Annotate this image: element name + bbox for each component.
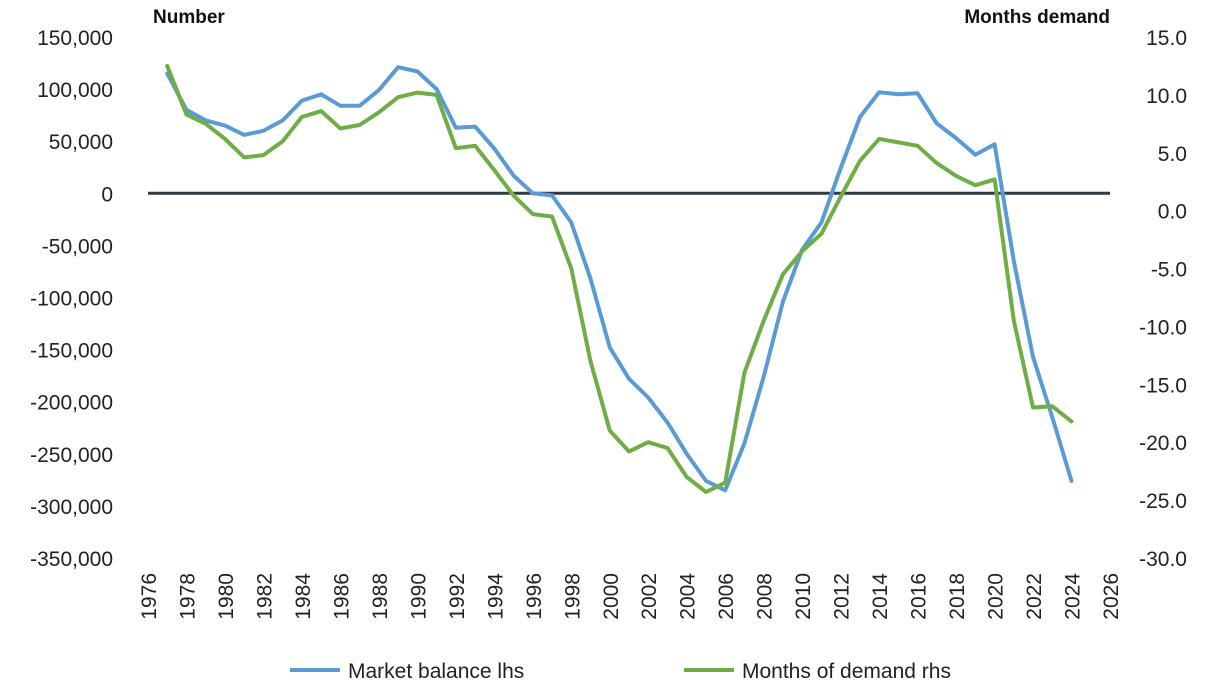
right-tick-label: -30.0 bbox=[1139, 548, 1187, 571]
left-tick-label: -100,000 bbox=[30, 288, 113, 311]
x-tick-label: 2010 bbox=[792, 573, 815, 620]
right-tick-label: 15.0 bbox=[1146, 27, 1187, 50]
x-tick-label: 2014 bbox=[869, 573, 892, 620]
x-tick-label: 1998 bbox=[561, 573, 584, 620]
x-tick-label: 2024 bbox=[1062, 573, 1085, 620]
right-axis-ticks: 15.0 10.0 5.0 0.0 -5.0 -10.0 -15.0 -20.0 -25.0 -3… bbox=[1139, 27, 1187, 571]
right-tick-label: 10.0 bbox=[1146, 85, 1187, 108]
left-tick-label: 100,000 bbox=[37, 79, 113, 102]
x-tick-label: 1984 bbox=[292, 573, 315, 620]
x-tick-label: 2004 bbox=[677, 573, 700, 620]
x-tick-label: 1996 bbox=[523, 573, 546, 620]
left-tick-label: -350,000 bbox=[30, 548, 113, 571]
x-tick-label: 1982 bbox=[253, 573, 276, 620]
x-tick-label: 1994 bbox=[484, 573, 507, 620]
x-tick-label: 1992 bbox=[446, 573, 469, 620]
left-tick-label: -300,000 bbox=[30, 496, 113, 519]
x-tick-label: 2012 bbox=[831, 573, 854, 620]
left-tick-label: -50,000 bbox=[42, 235, 113, 258]
x-axis-ticks: 1976 1978 1980 1982 1984 1986 1988 1990 1992 1994… bbox=[138, 573, 1123, 620]
left-tick-label: 50,000 bbox=[49, 131, 113, 154]
x-tick-label: 1980 bbox=[215, 573, 238, 620]
right-tick-label: -5.0 bbox=[1151, 259, 1187, 282]
x-tick-label: 2022 bbox=[1023, 573, 1046, 620]
right-tick-label: -25.0 bbox=[1139, 490, 1187, 513]
left-tick-label: -250,000 bbox=[30, 444, 113, 467]
x-tick-label: 1986 bbox=[330, 573, 353, 620]
right-tick-label: -15.0 bbox=[1139, 374, 1187, 397]
left-tick-label: -200,000 bbox=[30, 392, 113, 415]
x-tick-label: 2026 bbox=[1100, 573, 1123, 620]
left-axis-ticks: 150,000 100,000 50,000 0 -50,000 -100,000 -150… bbox=[30, 27, 113, 571]
x-tick-label: 1978 bbox=[176, 573, 199, 620]
right-axis-title: Months demand bbox=[964, 7, 1110, 28]
right-tick-label: -20.0 bbox=[1139, 432, 1187, 455]
x-tick-label: 1988 bbox=[369, 573, 392, 620]
x-tick-label: 2000 bbox=[600, 573, 623, 620]
series-lines bbox=[165, 63, 1074, 494]
left-axis-title: Number bbox=[153, 7, 225, 28]
x-tick-label: 2008 bbox=[754, 573, 777, 620]
x-tick-label: 2006 bbox=[715, 573, 738, 620]
right-tick-label: -10.0 bbox=[1139, 316, 1187, 339]
legend: Market balance lhs Months of demand rhs bbox=[290, 660, 951, 683]
x-tick-label: 1976 bbox=[138, 573, 161, 620]
x-tick-label: 1990 bbox=[407, 573, 430, 620]
left-tick-label: 0 bbox=[101, 183, 113, 206]
series-line-market-balance-lhs bbox=[165, 65, 1074, 493]
right-tick-label: 0.0 bbox=[1158, 201, 1187, 224]
x-tick-label: 2018 bbox=[946, 573, 969, 620]
x-tick-label: 2002 bbox=[638, 573, 661, 620]
left-tick-label: -150,000 bbox=[30, 340, 113, 363]
series-line-months-of-demand-rhs bbox=[165, 63, 1074, 494]
legend-label-months-of-demand: Months of demand rhs bbox=[742, 660, 951, 683]
right-tick-label: 5.0 bbox=[1158, 143, 1187, 166]
legend-label-market-balance: Market balance lhs bbox=[348, 660, 524, 683]
x-tick-label: 2016 bbox=[908, 573, 931, 620]
x-tick-label: 2020 bbox=[985, 573, 1008, 620]
left-tick-label: 150,000 bbox=[37, 27, 113, 50]
